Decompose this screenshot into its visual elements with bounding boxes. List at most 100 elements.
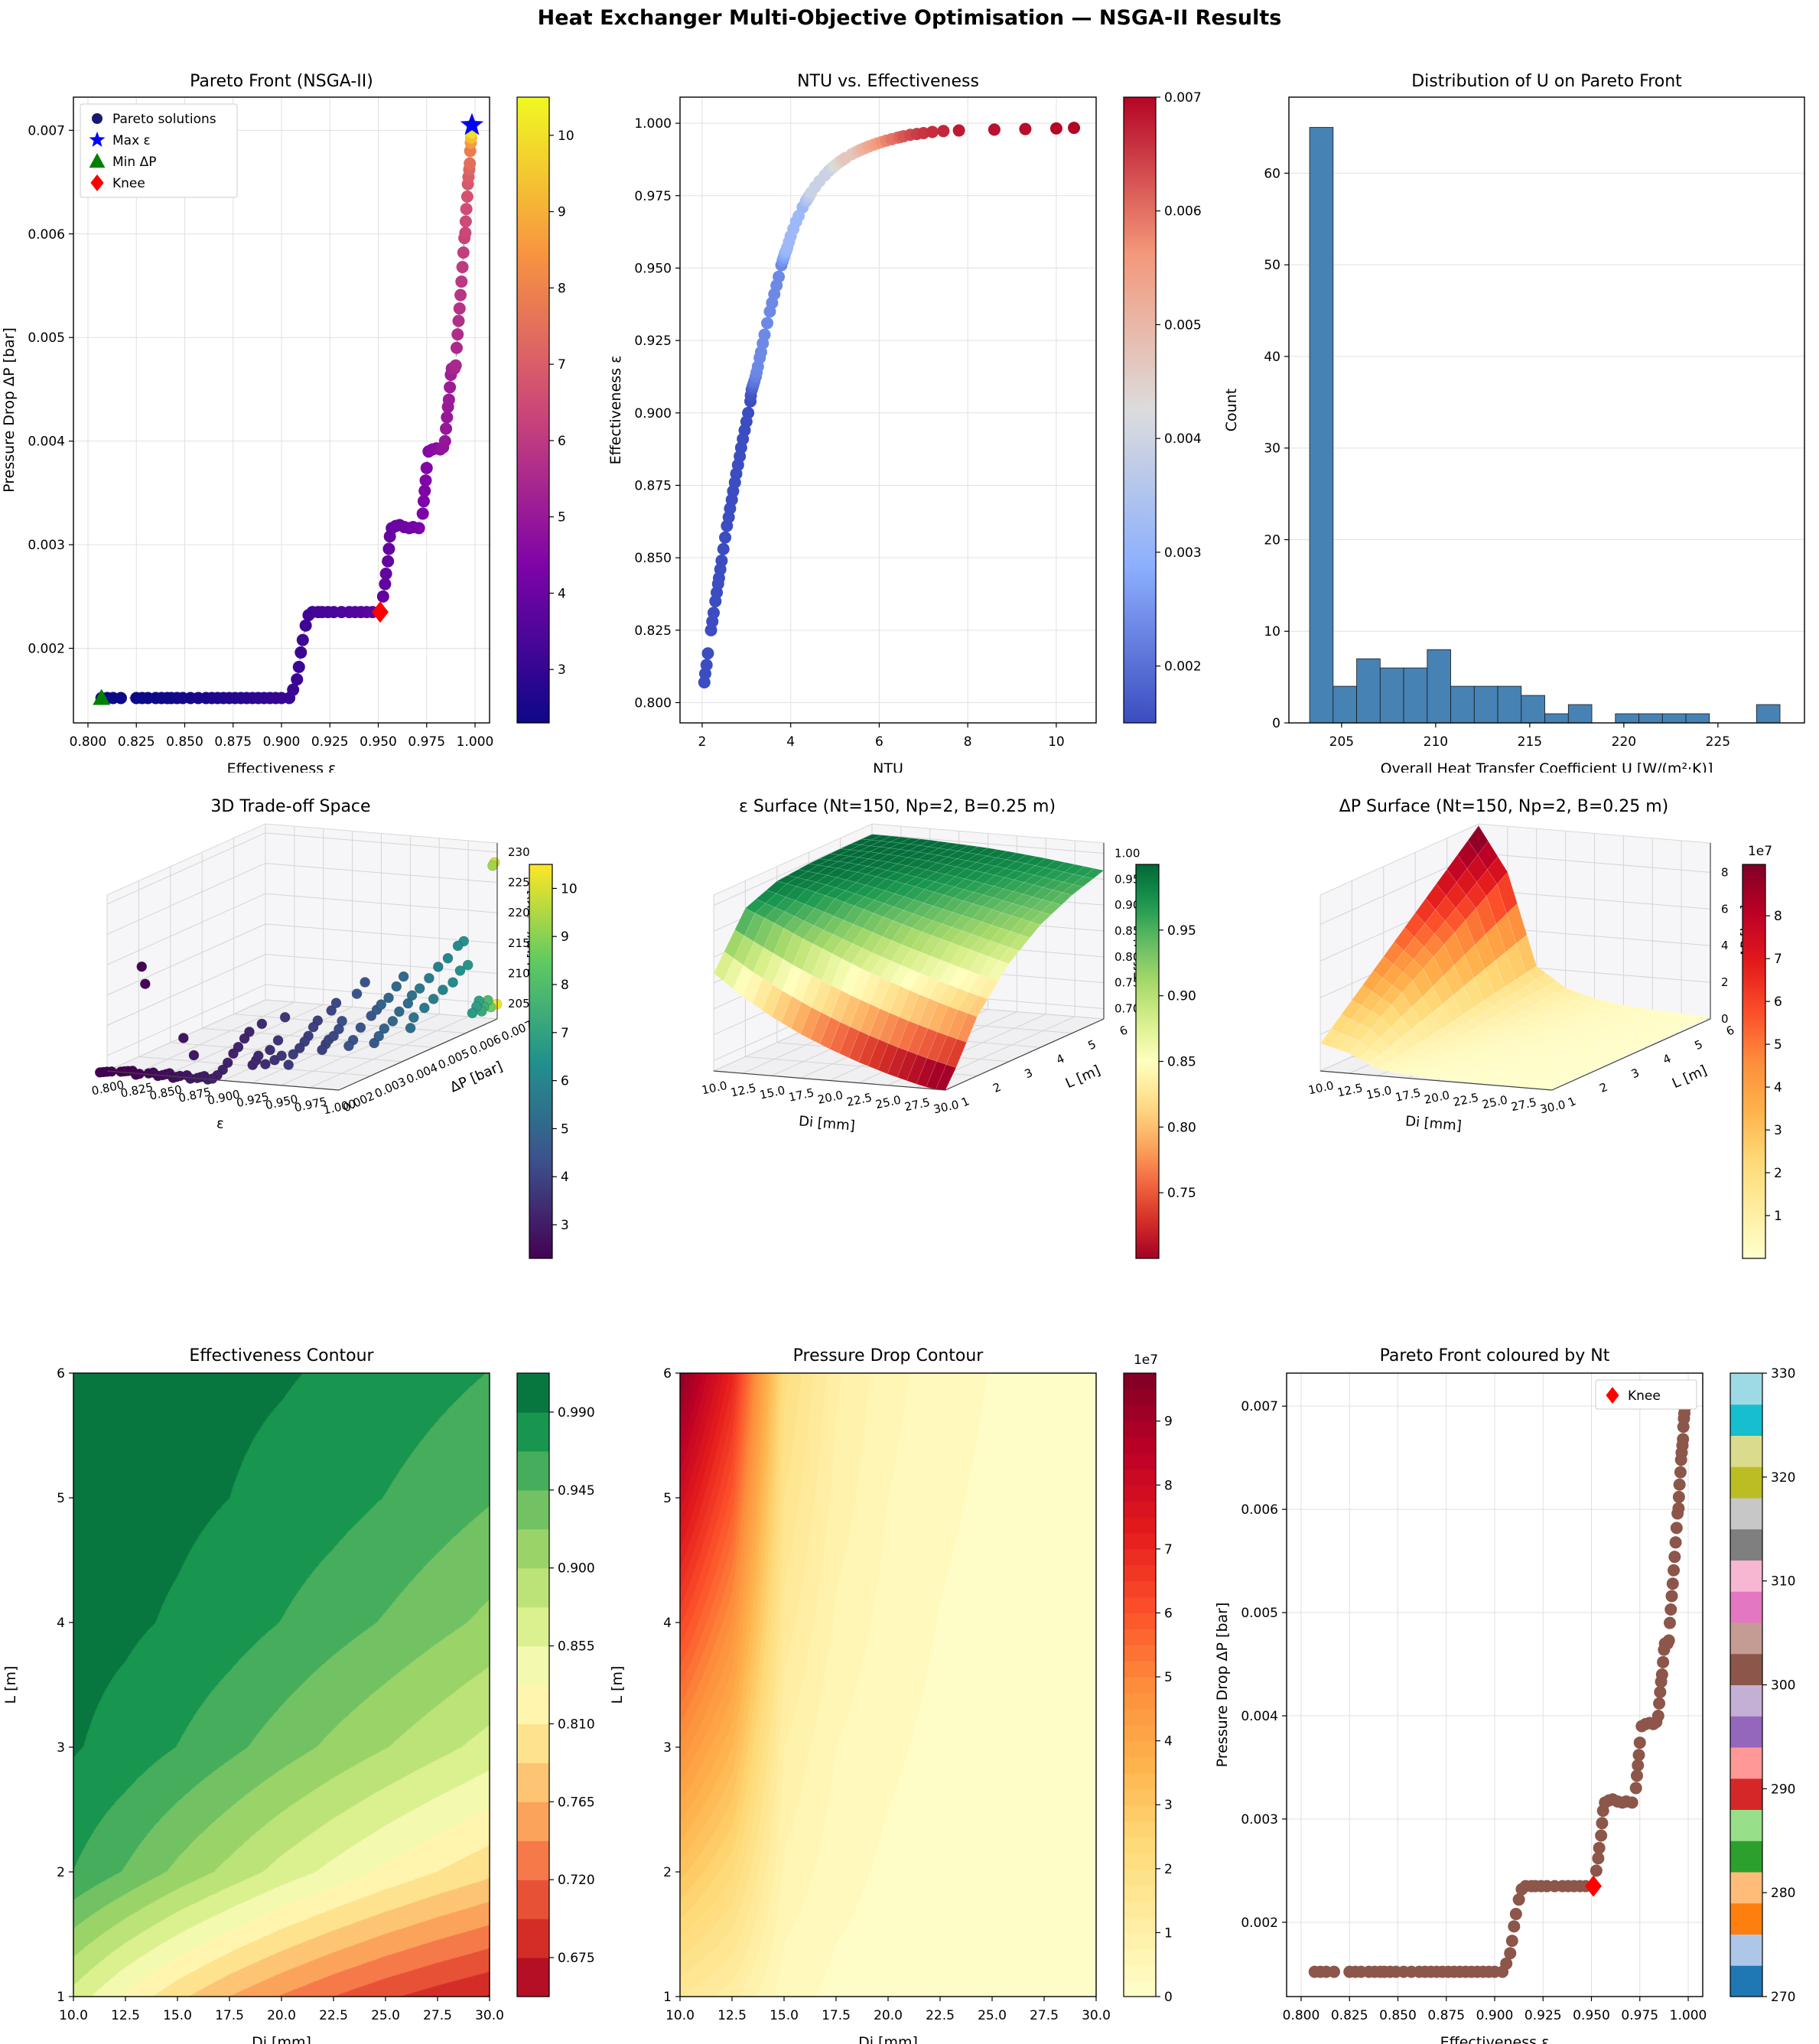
svg-text:215: 215 [508,936,530,950]
svg-text:12.5: 12.5 [111,2008,140,2023]
svg-text:0.002: 0.002 [341,1089,377,1115]
svg-text:7: 7 [1164,1542,1173,1557]
svg-text:0.95: 0.95 [1115,872,1140,886]
y-axis-label: Effectiveness ε [607,356,624,465]
svg-text:0.800: 0.800 [1283,2008,1320,2023]
svg-text:0.975: 0.975 [634,189,672,204]
svg-text:10: 10 [1264,624,1280,640]
svg-text:4: 4 [1164,1734,1173,1749]
svg-text:10: 10 [561,881,578,897]
svg-text:8: 8 [1774,909,1782,924]
svg-text:17.5: 17.5 [822,2008,851,2023]
svg-text:0.90: 0.90 [1167,989,1196,1004]
histogram-bars [1309,127,1781,724]
svg-text:1: 1 [959,1094,971,1109]
svg-text:27.5: 27.5 [1510,1095,1538,1115]
panel-title: Pareto Front coloured by Nt [1379,1346,1610,1365]
svg-text:0.945: 0.945 [558,1483,595,1499]
data-points [93,112,484,705]
svg-text:0.855: 0.855 [558,1639,595,1655]
ticks [1284,172,1719,727]
svg-text:210: 210 [1424,734,1448,750]
svg-text:0.004: 0.004 [1241,1709,1278,1724]
grid [680,97,1096,723]
svg-text:8: 8 [558,281,566,296]
svg-text:22.5: 22.5 [926,2008,955,2023]
svg-text:0.875: 0.875 [1427,2008,1465,2023]
svg-text:0.950: 0.950 [1573,2008,1610,2023]
svg-text:3: 3 [1629,1066,1642,1081]
svg-text:25.0: 25.0 [1481,1093,1508,1112]
panel-u-histogram: Distribution of U on Pareto Front 205 210… [1213,61,1819,773]
svg-text:15.0: 15.0 [1365,1083,1393,1102]
x-axis-label: Di [mm] [252,2034,311,2044]
svg-text:2: 2 [1774,1166,1782,1181]
x-axis-label: Effectiveness ε [1440,2034,1550,2044]
svg-text:5: 5 [561,1121,569,1137]
svg-text:0.875: 0.875 [634,478,672,493]
svg-text:0.002: 0.002 [1164,659,1202,675]
svg-text:0.800: 0.800 [634,695,672,711]
svg-text:20: 20 [1264,532,1280,548]
legend-label: Max ε [112,133,151,148]
svg-text:2: 2 [1721,975,1729,989]
svg-text:0.850: 0.850 [166,734,203,750]
svg-text:0.004: 0.004 [28,435,65,450]
svg-text:0.925: 0.925 [1525,2008,1562,2023]
svg-text:2: 2 [663,1865,672,1880]
svg-text:15.0: 15.0 [770,2008,799,2023]
svg-text:60: 60 [1264,166,1280,181]
svg-text:8: 8 [964,734,972,750]
svg-text:4: 4 [786,734,795,750]
svg-text:0.850: 0.850 [634,551,672,566]
svg-text:0.004: 0.004 [404,1060,440,1086]
svg-text:0.85: 0.85 [1167,1055,1196,1070]
svg-text:3: 3 [1023,1066,1035,1081]
svg-text:9: 9 [558,205,566,220]
svg-text:0.720: 0.720 [558,1873,595,1888]
svg-text:4: 4 [558,586,566,601]
panel-eps-surface: ε Surface (Nt=150, Np=2, B=0.25 m) 10.0 1… [607,773,1213,1335]
svg-text:9: 9 [561,929,569,945]
svg-text:25.0: 25.0 [978,2008,1007,2023]
x-axis-label: Di [mm] [798,1113,855,1134]
svg-text:10: 10 [558,129,574,144]
eps-contour-plot: 10.0 12.5 15.0 17.5 20.0 22.5 25.0 27.5 30.0 1 2 3 4… [2,1366,595,2044]
svg-text:30: 30 [1264,441,1280,457]
contour-canvas [73,1373,490,1997]
svg-text:3: 3 [558,662,566,678]
svg-text:4: 4 [1661,1051,1673,1066]
svg-text:0.80: 0.80 [1167,1120,1196,1135]
x-axis-label: Effectiveness ε [227,760,337,773]
legend-label: Knee [1628,1388,1661,1404]
svg-text:0.90: 0.90 [1115,898,1140,912]
svg-text:1.000: 1.000 [1670,2008,1707,2023]
svg-text:0.975: 0.975 [408,734,445,750]
svg-text:20.0: 20.0 [267,2008,296,2023]
ntu-effectiveness-plot: 2 4 6 8 10 0.800 0.825 0.850 0.875 0.900 0.925 0.95… [607,90,1202,773]
svg-text:12.5: 12.5 [730,1081,757,1100]
ticks [1282,1405,1689,2001]
svg-text:6: 6 [663,1366,672,1382]
svg-text:0.810: 0.810 [558,1717,595,1732]
svg-text:10: 10 [1048,734,1065,750]
svg-text:7: 7 [558,357,566,373]
svg-text:4: 4 [1721,939,1729,952]
svg-text:0.006: 0.006 [1164,204,1202,220]
svg-text:300: 300 [1771,1678,1795,1694]
panel-dp-contour: Pressure Drop Contour 10.0 12.5 15.0 17.5 20… [607,1335,1213,2044]
panel-title: Pressure Drop Contour [792,1346,984,1365]
svg-text:0.002: 0.002 [28,641,65,656]
svg-text:1: 1 [1566,1094,1578,1109]
svg-text:5: 5 [57,1491,65,1506]
svg-text:6: 6 [1721,902,1729,916]
svg-text:0.900: 0.900 [558,1561,595,1577]
pareto-front-plot: 0.800 0.825 0.850 0.875 0.900 0.925 0.950 0.975… [1,96,574,773]
svg-text:6: 6 [875,734,883,750]
panel-title: 3D Trade-off Space [210,797,371,816]
legend-label: Pareto solutions [112,112,216,127]
svg-text:4: 4 [663,1616,672,1631]
svg-text:20.0: 20.0 [1423,1088,1450,1107]
svg-text:5: 5 [1693,1037,1705,1053]
svg-text:225: 225 [1706,734,1730,750]
